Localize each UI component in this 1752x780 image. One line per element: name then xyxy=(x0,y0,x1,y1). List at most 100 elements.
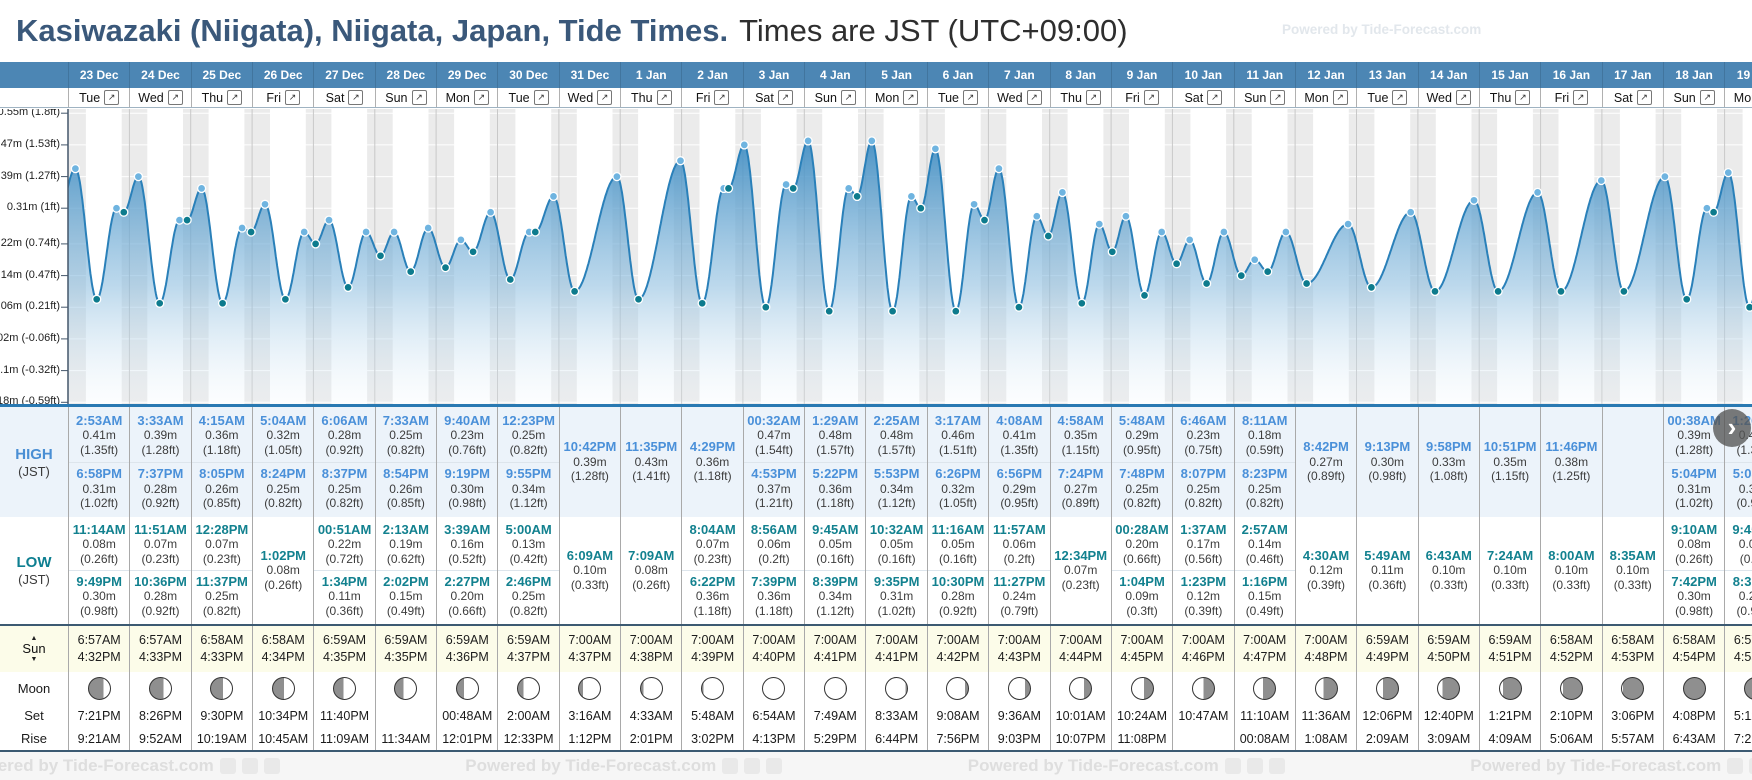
low-tide-event: 00:28AM 0.20m (0.66ft) xyxy=(1111,519,1173,571)
expand-day-icon[interactable]: ↗ xyxy=(411,90,427,105)
high-tide-time: 1:29AM xyxy=(812,412,859,428)
expand-day-icon[interactable]: ↗ xyxy=(104,90,120,105)
low-tide-event: 11:27PM 0.24m (0.79ft) xyxy=(989,571,1049,622)
high-tide-cell: 5:04AM 0.32m (1.05ft) 8:24PM 0.25m (0.82ft) xyxy=(252,407,314,517)
expand-day-icon[interactable]: ↗ xyxy=(1515,90,1531,105)
high-tide-marker xyxy=(675,156,686,166)
moonrise-cell: 11:09AM xyxy=(313,727,374,750)
low-tide-cell: 00:51AM 0.22m (0.72ft) 1:34PM 0.11m (0.36ft) xyxy=(313,517,375,624)
moon-phase-cell xyxy=(742,672,804,704)
section-divider xyxy=(0,624,1752,626)
high-tide-marker xyxy=(969,199,979,209)
expand-day-icon[interactable]: ↗ xyxy=(227,90,243,105)
expand-day-icon[interactable]: ↗ xyxy=(284,90,300,105)
expand-day-icon[interactable]: ↗ xyxy=(1143,90,1159,105)
low-tide-time: 10:36PM xyxy=(134,573,187,589)
tide-height-m: 0.08m xyxy=(82,537,116,552)
high-tide-marker xyxy=(133,171,144,182)
tide-height-m: 0.32m xyxy=(941,481,975,496)
low-tide-cell: 11:16AM 0.05m (0.16ft) 10:30PM 0.28m (0.92ft) xyxy=(926,517,989,624)
high-tide-marker xyxy=(389,227,399,237)
tide-height-ft: (0.16ft) xyxy=(938,551,977,566)
tide-height-m: 0.14m xyxy=(1248,537,1282,552)
tide-height-ft: (1.15ft) xyxy=(1061,442,1100,457)
high-tide-cell: 4:15AM 0.36m (1.18ft) 8:05PM 0.26m (0.85ft) xyxy=(190,407,253,517)
expand-day-icon[interactable]: ↗ xyxy=(1207,90,1223,105)
low-tide-row: LOW (JST) 11:14AM 0.08m (0.26ft) 9:49PM 0.30… xyxy=(0,517,1752,624)
sunrise-time: 7:00AM xyxy=(1304,633,1348,647)
tide-height-m: 0.30m xyxy=(450,481,484,496)
moonset-cell: 10:24AM xyxy=(1110,704,1172,727)
tide-height-m: 0.41m xyxy=(82,428,116,442)
expand-day-icon[interactable]: ↗ xyxy=(656,90,672,105)
low-tide-time: 11:27PM xyxy=(993,573,1046,589)
low-tide-event: 2:57AM 0.14m (0.46ft) xyxy=(1234,519,1295,571)
sun-cell: 7:00AM 4:45PM xyxy=(1110,626,1172,672)
tide-height-m: 0.20m xyxy=(450,589,484,604)
expand-day-icon[interactable]: ↗ xyxy=(1392,90,1408,105)
high-tide-event: 5:53PM 0.34m (1.12ft) xyxy=(866,463,926,516)
sunset-time: 4:32PM xyxy=(77,650,121,664)
expand-day-icon[interactable]: ↗ xyxy=(473,90,489,105)
high-tide-time: 10:42PM xyxy=(563,439,617,455)
expand-day-icon[interactable]: ↗ xyxy=(1085,90,1101,105)
expand-day-icon[interactable]: ↗ xyxy=(840,90,856,105)
low-tide-time: 2:13AM xyxy=(382,521,430,537)
day-of-week-cell: Fri ↗ xyxy=(252,88,313,107)
expand-day-icon[interactable]: ↗ xyxy=(714,90,730,105)
moon-phase-icon xyxy=(333,676,357,700)
tide-height-ft: (0.75ft) xyxy=(1184,442,1223,457)
moon-phase-cell xyxy=(926,672,988,704)
expand-day-icon[interactable]: ↗ xyxy=(1455,90,1471,105)
high-tide-event: 3:17AM 0.46m (1.51ft) xyxy=(927,409,989,463)
tide-height-m: 0.36m xyxy=(818,481,852,496)
expand-day-icon[interactable]: ↗ xyxy=(348,90,364,105)
expand-day-icon[interactable]: ↗ xyxy=(777,90,793,105)
high-tide-time: 5:48AM xyxy=(1118,412,1166,428)
high-tide-time: 6:46AM xyxy=(1180,412,1227,428)
expand-day-icon[interactable]: ↗ xyxy=(597,90,613,105)
high-tide-marker xyxy=(456,235,466,245)
footer-text: Powered by Tide-Forecast.com xyxy=(1470,756,1722,775)
low-tide-event: 5:49AM 0.11m (0.36ft) xyxy=(1357,519,1417,622)
high-tide-marker xyxy=(1406,207,1416,217)
low-tide-marker xyxy=(468,247,478,257)
expand-day-icon[interactable]: ↗ xyxy=(533,90,549,105)
moonrise-cell: 6:44PM xyxy=(865,727,926,750)
tide-height-ft: (0.82ft) xyxy=(325,496,364,510)
expand-day-icon[interactable]: ↗ xyxy=(1270,90,1286,105)
low-tide-time: 8:04AM xyxy=(689,521,736,537)
next-page-button[interactable]: › xyxy=(1713,409,1751,447)
tide-height-ft: (0.66ft) xyxy=(1123,551,1162,566)
expand-day-icon[interactable]: ↗ xyxy=(1026,90,1042,105)
expand-day-icon[interactable]: ↗ xyxy=(1636,90,1652,105)
day-of-week-label: Sun xyxy=(1673,90,1696,105)
footer-icon xyxy=(1246,758,1263,774)
tide-height-m: 0.27m xyxy=(1063,481,1098,496)
tide-height-ft: (0.36ft) xyxy=(1368,577,1407,592)
moonset-cell: 9:36AM xyxy=(988,704,1049,727)
expand-day-icon[interactable]: ↗ xyxy=(167,90,183,105)
high-tide-cell: 7:33AM 0.25m (0.82ft) 8:54PM 0.26m (0.85ft) xyxy=(374,407,437,517)
low-tide-event: 8:04AM 0.07m (0.23ft) xyxy=(682,519,743,571)
tide-height-m: 0.26m xyxy=(205,481,239,496)
moonrise-cell xyxy=(1172,727,1233,750)
tide-height-m: 0.08m xyxy=(634,563,668,578)
expand-day-icon[interactable]: ↗ xyxy=(1573,90,1589,105)
moonset-cell: 7:21PM xyxy=(68,704,129,727)
tide-height-ft: (0.33ft) xyxy=(1429,577,1468,592)
expand-day-icon[interactable]: ↗ xyxy=(1699,90,1715,105)
sunset-time: 4:37PM xyxy=(568,650,612,664)
moon-phase-cell xyxy=(804,672,865,704)
expand-day-icon[interactable]: ↗ xyxy=(963,90,979,105)
high-tide-event: 8:23PM 0.25m (0.82ft) xyxy=(1235,463,1295,516)
tide-height-ft: (0.49ft) xyxy=(1245,603,1284,618)
sunset-time: 4:53PM xyxy=(1611,650,1655,664)
tide-height-m: 0.38m xyxy=(1554,454,1589,469)
expand-day-icon[interactable]: ↗ xyxy=(903,90,919,105)
high-tide-marker xyxy=(548,191,559,202)
section-divider xyxy=(0,750,1752,752)
date-header-cell: 8 Jan xyxy=(1049,62,1111,88)
day-of-week-cell: Fri ↗ xyxy=(1110,88,1172,107)
expand-day-icon[interactable]: ↗ xyxy=(1332,90,1348,105)
